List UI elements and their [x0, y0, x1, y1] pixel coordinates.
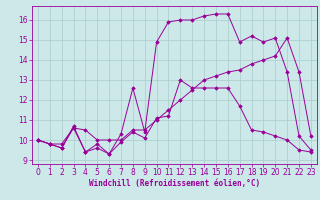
X-axis label: Windchill (Refroidissement éolien,°C): Windchill (Refroidissement éolien,°C) — [89, 179, 260, 188]
